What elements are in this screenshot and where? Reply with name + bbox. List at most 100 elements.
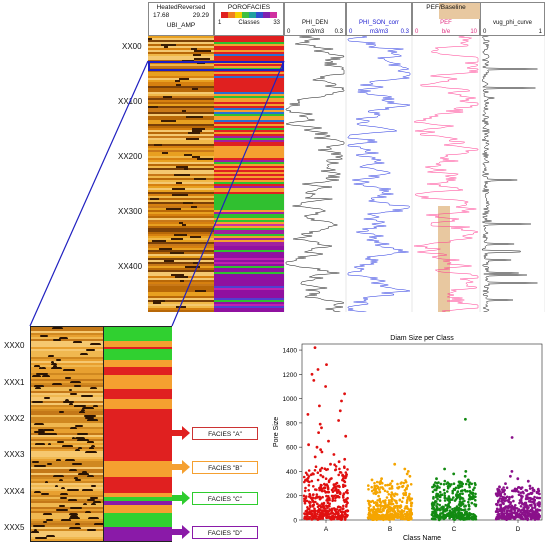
scatter-point bbox=[516, 513, 519, 517]
scatter-point bbox=[532, 510, 535, 513]
scatter-point bbox=[509, 501, 513, 504]
image-dark-spot bbox=[159, 248, 172, 250]
image-band bbox=[148, 190, 214, 192]
colorbar-swatch bbox=[249, 12, 256, 18]
scatter-point bbox=[405, 472, 409, 476]
facies-band bbox=[214, 66, 284, 68]
scatter-point bbox=[442, 515, 446, 518]
zoom-image-band bbox=[31, 491, 103, 493]
scatter-point bbox=[529, 509, 533, 513]
image-dark-spot bbox=[191, 48, 197, 50]
zoom-image-band bbox=[31, 457, 103, 459]
scatter-point bbox=[518, 512, 521, 516]
zoom-facies-band bbox=[104, 399, 172, 409]
facies-band bbox=[214, 286, 284, 288]
facies-band bbox=[214, 172, 284, 174]
zoom-image-vug bbox=[77, 439, 89, 442]
scatter-point bbox=[390, 485, 394, 488]
zoom-depth-label: XXX1 bbox=[4, 378, 25, 387]
image-band bbox=[148, 50, 214, 52]
scatter-point bbox=[396, 513, 400, 516]
facies-band bbox=[214, 178, 284, 180]
scatter-point bbox=[499, 506, 503, 509]
pef-header-curve: PEF bbox=[440, 20, 452, 26]
scatter-point bbox=[534, 516, 538, 519]
scatter-point bbox=[401, 496, 405, 500]
scatter-point bbox=[327, 509, 331, 513]
scatter-point bbox=[318, 497, 322, 501]
scatter-point bbox=[534, 512, 537, 515]
scatter-point bbox=[468, 495, 472, 499]
image-dark-spot bbox=[193, 262, 198, 264]
image-band bbox=[148, 120, 214, 122]
scatter-point bbox=[345, 500, 349, 504]
zoom-image-band bbox=[31, 527, 103, 529]
scatter-point bbox=[386, 483, 389, 487]
zoom-image-vug bbox=[78, 473, 89, 476]
image-band bbox=[148, 196, 214, 198]
facies-band bbox=[214, 132, 284, 134]
image-dark-spot bbox=[148, 38, 152, 40]
scatter-point bbox=[533, 495, 536, 499]
phi-den-header-max: 0.3 bbox=[334, 29, 343, 35]
scatter-point bbox=[467, 500, 470, 504]
facies-band bbox=[214, 160, 284, 162]
vug-header-curve: vug_phi_curve bbox=[492, 20, 533, 26]
image-band bbox=[148, 294, 214, 296]
facies-band bbox=[214, 220, 284, 222]
scatter-point bbox=[393, 506, 396, 510]
zoom-image-band bbox=[31, 343, 103, 345]
image-band bbox=[148, 126, 214, 128]
zoom-facies-band bbox=[104, 497, 172, 501]
image-band bbox=[148, 308, 214, 310]
image-band bbox=[148, 40, 214, 42]
scatter-point bbox=[528, 487, 532, 490]
scatter-point bbox=[331, 511, 334, 514]
image-band bbox=[148, 236, 214, 238]
image-dark-spot bbox=[185, 266, 200, 268]
scatter-point bbox=[320, 426, 323, 430]
zoom-image-vug bbox=[53, 339, 61, 341]
scatter-point bbox=[509, 474, 512, 478]
facies-band bbox=[214, 150, 284, 152]
scatter-point bbox=[443, 479, 447, 483]
scatter-point bbox=[510, 470, 514, 473]
image-band bbox=[148, 266, 214, 268]
scatter-point bbox=[536, 508, 539, 511]
facies-band bbox=[214, 194, 284, 196]
scatter-point bbox=[464, 482, 468, 486]
zoom-image-band bbox=[31, 433, 103, 435]
scatter-point bbox=[460, 496, 464, 500]
phi-son-header: PHI_SON_corr 0 m3/m3 0.3 bbox=[346, 2, 412, 36]
image-band bbox=[148, 54, 214, 56]
scatter-point bbox=[455, 505, 459, 508]
image-band bbox=[148, 92, 214, 94]
scatter-point bbox=[323, 482, 326, 486]
scatter-point bbox=[530, 492, 533, 495]
facies-arrows bbox=[172, 426, 190, 539]
image-band bbox=[148, 94, 214, 96]
scatter-point bbox=[402, 481, 406, 485]
zoom-image-vug bbox=[75, 425, 83, 427]
scatter-point bbox=[512, 499, 515, 503]
zoom-image-band bbox=[31, 483, 103, 485]
image-band bbox=[148, 260, 214, 262]
image-band bbox=[148, 286, 214, 288]
zoom-image-vug bbox=[34, 365, 40, 368]
zoom-image-vug bbox=[86, 415, 95, 418]
scatter-point bbox=[447, 495, 451, 498]
scatter-point bbox=[406, 484, 409, 488]
facies-band bbox=[214, 288, 284, 290]
scatter-point bbox=[457, 503, 461, 506]
scatter-point bbox=[401, 485, 404, 489]
image-band bbox=[148, 310, 214, 312]
scatter-point bbox=[336, 505, 340, 509]
facies-band bbox=[214, 140, 284, 142]
image-dark-spot bbox=[186, 138, 199, 140]
zoom-image-band bbox=[31, 373, 103, 375]
scatter-point bbox=[495, 509, 498, 513]
image-band bbox=[148, 256, 214, 258]
scatter-point bbox=[516, 486, 520, 489]
scatter-point bbox=[308, 494, 312, 497]
scatter-point bbox=[343, 457, 347, 461]
